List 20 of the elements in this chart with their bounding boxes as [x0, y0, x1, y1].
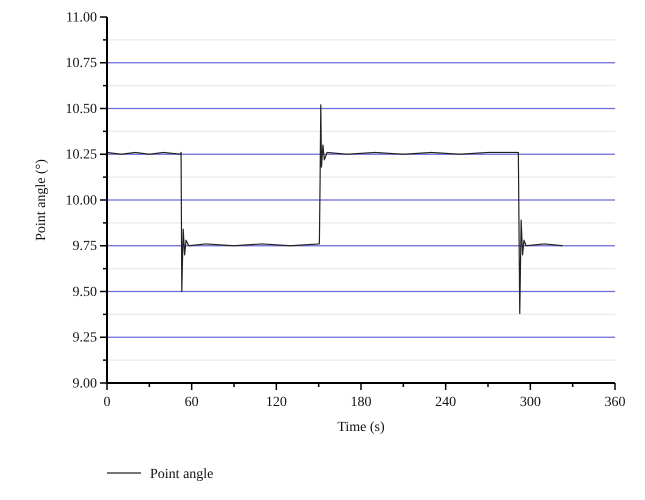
- x-tick-label: 180: [350, 395, 372, 410]
- x-tick-label: 360: [604, 395, 626, 410]
- x-tick-label: 120: [266, 395, 287, 410]
- y-tick-label: 10.25: [66, 148, 97, 163]
- line-series: [106, 104, 564, 314]
- x-tick-label: 300: [520, 395, 541, 410]
- legend-label: Point angle: [150, 466, 214, 482]
- x-tick-label: 240: [435, 395, 456, 410]
- x-tick-label: 60: [184, 395, 199, 410]
- y-tick-label: 9.00: [72, 376, 97, 392]
- y-tick-label: 9.75: [72, 239, 97, 254]
- y-tick-label: 10.75: [66, 56, 97, 72]
- x-tick-label: 0: [104, 395, 110, 410]
- y-tick-label: 9.25: [72, 330, 97, 346]
- y-axis-title: Point angle (°): [34, 158, 49, 241]
- y-tick-label: 10.00: [66, 193, 97, 208]
- y-tick-label: 10.50: [66, 102, 97, 117]
- x-axis-title: Time (s): [337, 420, 385, 435]
- y-tick-label: 11.00: [66, 10, 97, 26]
- y-tick-label: 9.50: [72, 284, 97, 300]
